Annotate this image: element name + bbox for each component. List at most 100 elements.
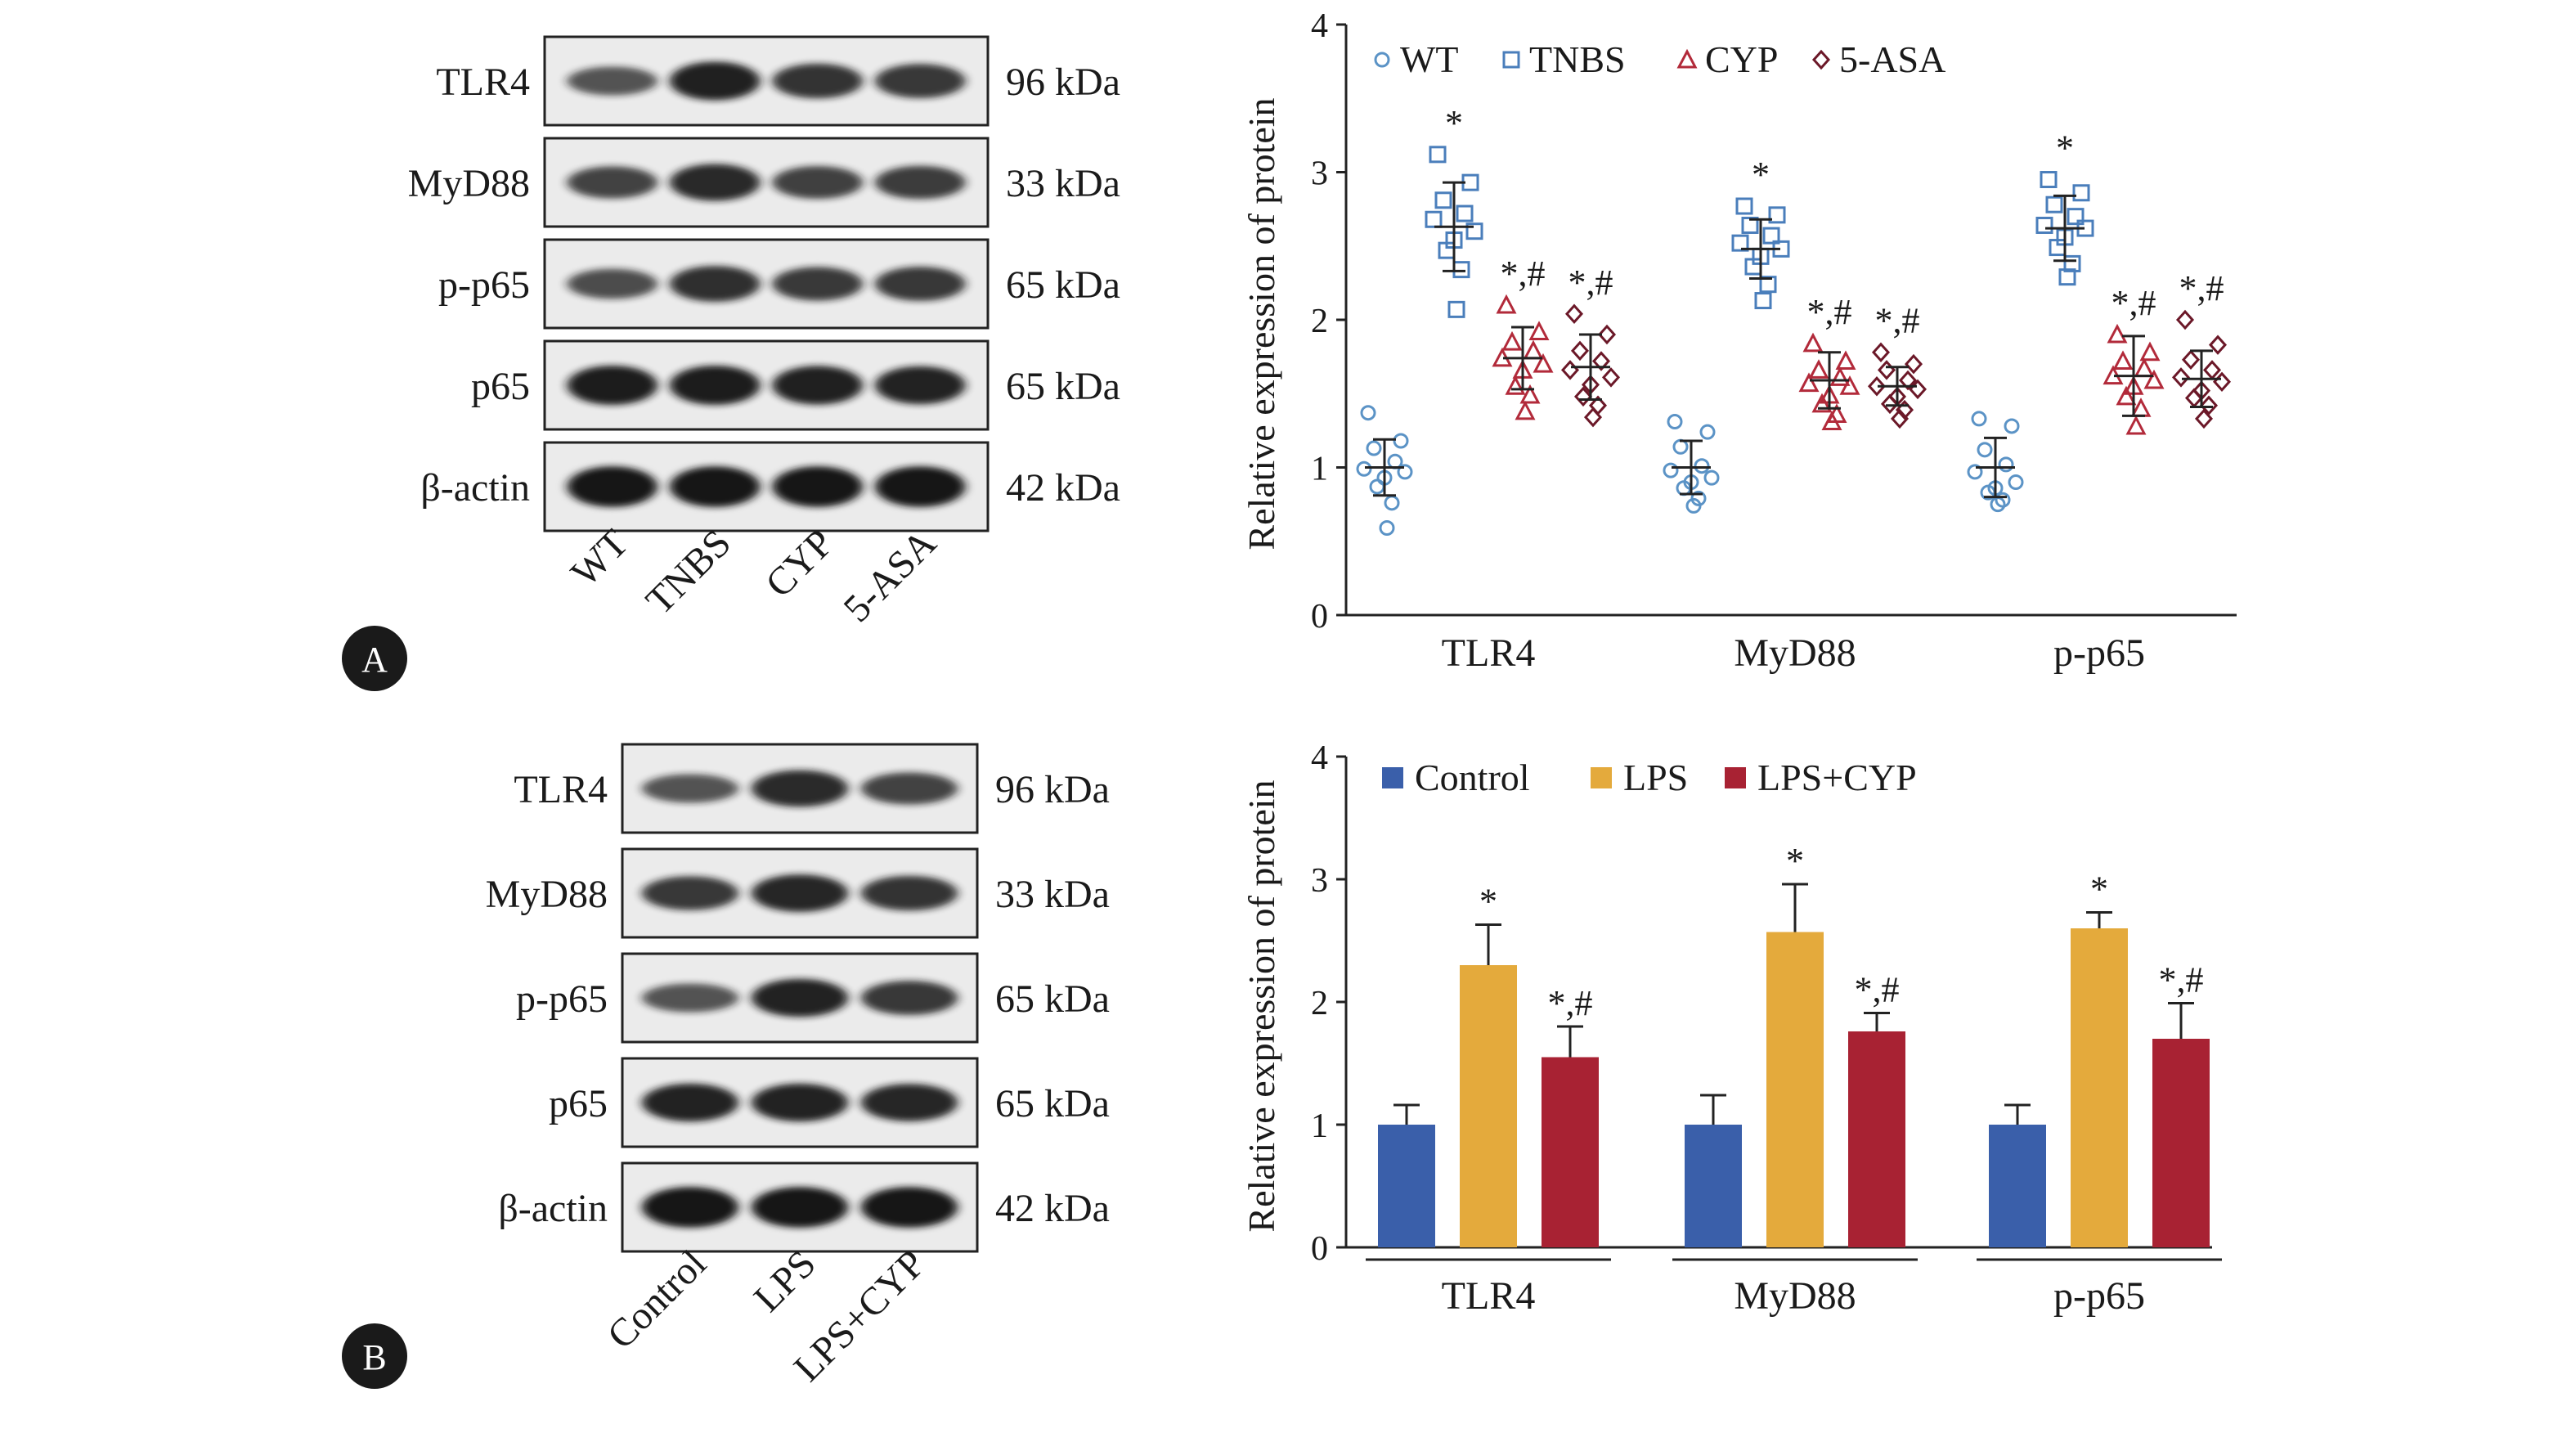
blot-protein-label: β-actin	[420, 466, 530, 510]
blot-size-label: 96 kDa	[995, 768, 1110, 811]
data-point	[1754, 292, 1772, 310]
blot-size-label: 65 kDa	[995, 1082, 1110, 1125]
data-point	[1591, 351, 1611, 371]
data-point	[1465, 222, 1483, 240]
data-point	[2171, 367, 2191, 388]
blot-band	[567, 66, 657, 96]
x-category-label: TLR4	[1442, 631, 1536, 675]
significance-label: *	[1445, 103, 1463, 143]
data-point	[2134, 357, 2155, 378]
data-point	[2107, 323, 2128, 344]
data-point	[1898, 370, 1918, 391]
significance-label: *	[1786, 841, 1804, 881]
significance-label: *	[1479, 882, 1497, 922]
panel-label-a: A	[342, 626, 407, 691]
data-point	[2199, 395, 2219, 416]
blot-band	[861, 875, 958, 911]
blot-band	[670, 266, 761, 302]
data-point	[1447, 300, 1465, 318]
blot-band	[875, 64, 966, 98]
data-point	[1379, 520, 1395, 537]
data-point	[1699, 424, 1716, 440]
data-point	[1452, 261, 1470, 279]
data-point	[2125, 415, 2147, 435]
blot-band	[642, 774, 738, 803]
blot-band	[752, 770, 848, 807]
data-point	[1672, 438, 1689, 455]
data-point	[2175, 309, 2195, 330]
significance-label: *,#	[1875, 301, 1920, 341]
blot-protein-label: TLR4	[436, 61, 530, 104]
x-category-label: TLR4	[1442, 1274, 1536, 1318]
blot-protein-label: p-p65	[438, 263, 530, 307]
bar	[1378, 1125, 1435, 1247]
blot-band	[752, 874, 848, 912]
bar	[1766, 932, 1824, 1247]
data-point	[1685, 497, 1702, 514]
data-point	[1667, 414, 1683, 430]
data-point	[1501, 330, 1523, 351]
data-point	[1731, 234, 1749, 252]
data-point	[1967, 464, 1983, 480]
blot-band	[861, 981, 958, 1015]
data-point	[2063, 254, 2081, 272]
data-point	[2202, 360, 2222, 380]
blot-band	[861, 1084, 958, 1121]
blot-lane-label: CYP	[757, 521, 842, 606]
data-point	[1384, 495, 1400, 511]
blot-lane-label: TNBS	[638, 521, 739, 622]
blot-band	[875, 267, 966, 301]
data-point	[1871, 342, 1891, 362]
data-point	[2008, 474, 2024, 491]
data-point	[1835, 350, 1856, 371]
blot-size-label: 42 kDa	[1006, 466, 1120, 510]
data-point	[1387, 453, 1403, 469]
blot-protein-label: MyD88	[486, 873, 608, 916]
blot-protein-label: TLR4	[514, 768, 608, 811]
data-point	[1360, 405, 1376, 421]
blot-lane-label: LPS	[746, 1242, 824, 1320]
blot-lane-label: WT	[563, 521, 636, 595]
data-point	[1533, 353, 1554, 373]
data-point	[2194, 408, 2214, 429]
data-point	[1741, 216, 1759, 234]
series-lps: * * *	[1460, 841, 2128, 1247]
blot-protein-label: p65	[471, 365, 530, 408]
data-point	[2139, 341, 2161, 362]
data-point	[1425, 210, 1443, 228]
data-point	[1768, 206, 1786, 224]
significance-label: *,#	[1807, 292, 1852, 332]
blot-size-label: 33 kDa	[1006, 162, 1120, 205]
blot-protein-label: β-actin	[498, 1187, 608, 1230]
series-tnbs: * * *	[1425, 103, 2094, 318]
blot-row-tlr4: TLR4 96 kDa	[514, 743, 1110, 834]
series-control	[1378, 1094, 2046, 1247]
significance-label: *,#	[2179, 268, 2224, 308]
legend-marker	[1502, 51, 1520, 69]
data-point	[1564, 303, 1584, 325]
blot-band	[752, 1083, 848, 1122]
blot-band	[861, 1187, 958, 1228]
bar	[1989, 1125, 2046, 1247]
significance-label: *,#	[1568, 263, 1613, 303]
blot-band	[861, 772, 958, 805]
panel-letter-b: B	[362, 1337, 386, 1377]
series-wt	[1356, 405, 2024, 537]
x-category-label: p-p65	[2053, 631, 2145, 675]
significance-label: *	[2056, 128, 2074, 168]
y-tick-label: 2	[1311, 985, 1328, 1022]
x-category-label: MyD88	[1734, 1274, 1856, 1318]
legend-label: Control	[1415, 757, 1530, 798]
blot-row-tlr4: TLR4 96 kDa	[436, 35, 1120, 127]
blot-row-p-p65: p-p65 65 kDa	[516, 952, 1110, 1044]
blot-row-p65: p65 65 kDa	[549, 1057, 1110, 1148]
data-point	[1601, 367, 1621, 388]
data-point	[2040, 171, 2058, 189]
data-point	[1496, 294, 1517, 314]
data-point	[1356, 460, 1372, 477]
data-point	[1505, 375, 1526, 395]
data-point	[2112, 350, 2134, 371]
data-point	[1808, 359, 1829, 379]
